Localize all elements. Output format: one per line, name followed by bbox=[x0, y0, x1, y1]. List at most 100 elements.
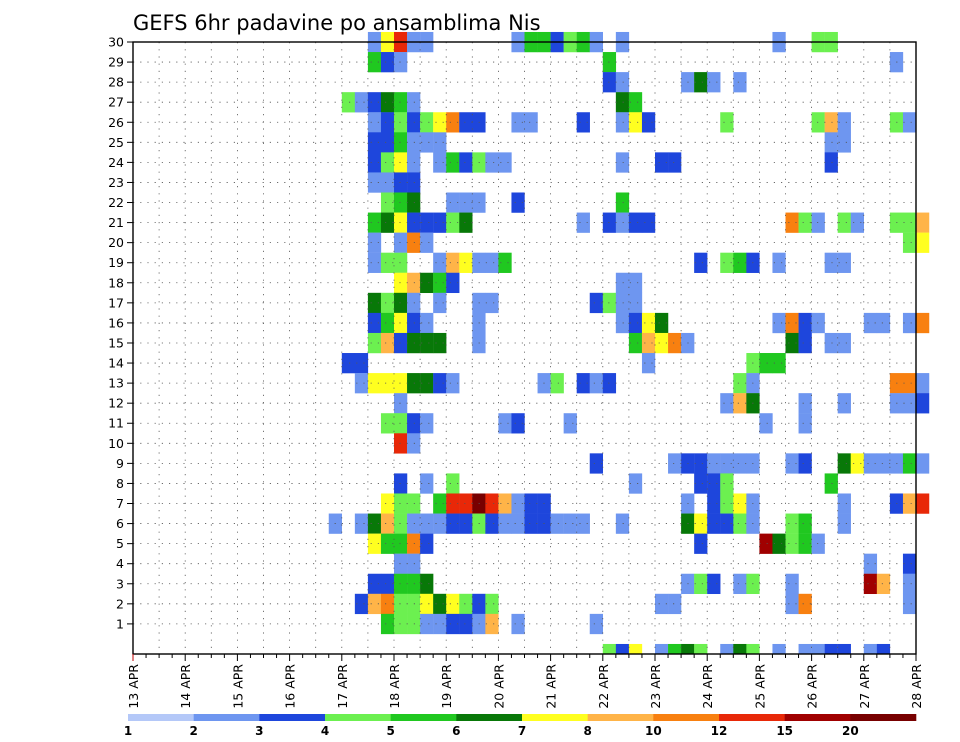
colorbar-swatch bbox=[653, 714, 720, 721]
heatmap-cell bbox=[394, 332, 408, 354]
y-tick-label: 14 bbox=[108, 356, 124, 371]
heatmap-cell bbox=[498, 252, 512, 273]
heatmap-cell bbox=[394, 553, 408, 574]
y-tick-label: 30 bbox=[108, 35, 124, 50]
colorbar-swatch bbox=[128, 714, 194, 721]
heatmap-cell bbox=[367, 332, 382, 354]
heatmap-cell bbox=[420, 332, 434, 354]
heatmap-cell bbox=[641, 312, 656, 334]
heatmap-cell bbox=[694, 72, 708, 93]
heatmap-cell bbox=[394, 132, 408, 153]
heatmap-cell bbox=[837, 643, 851, 655]
heatmap-cell bbox=[916, 232, 930, 253]
y-tick-label: 11 bbox=[108, 416, 124, 431]
heatmap-cell bbox=[367, 132, 382, 153]
heatmap-cell bbox=[798, 533, 812, 554]
heatmap-cell bbox=[837, 332, 851, 354]
heatmap-cell bbox=[902, 232, 917, 253]
heatmap-cell bbox=[550, 513, 564, 534]
heatmap-cell bbox=[876, 453, 891, 474]
heatmap-cell bbox=[498, 413, 512, 434]
heatmap-cell bbox=[380, 252, 395, 273]
heatmap-cell bbox=[589, 453, 603, 474]
heatmap-cell bbox=[367, 92, 382, 113]
heatmap-cell bbox=[459, 212, 473, 233]
heatmap-cell bbox=[902, 393, 917, 414]
heatmap-cell bbox=[785, 332, 799, 354]
heatmap-cells bbox=[328, 31, 930, 655]
heatmap-cell bbox=[433, 212, 447, 233]
heatmap-cell bbox=[916, 393, 930, 414]
colorbar-label: 15 bbox=[776, 724, 793, 738]
colorbar-label: 1 bbox=[124, 724, 132, 738]
heatmap-cell bbox=[446, 112, 460, 133]
heatmap-cell bbox=[367, 573, 382, 595]
heatmap-cell bbox=[811, 643, 825, 655]
heatmap-cell bbox=[916, 312, 930, 334]
heatmap-cell bbox=[485, 292, 499, 314]
heatmap-cell bbox=[354, 373, 369, 394]
heatmap-cell bbox=[433, 132, 447, 153]
heatmap-cell bbox=[367, 513, 382, 534]
heatmap-cell bbox=[459, 192, 473, 213]
colorbar-label: 7 bbox=[518, 724, 526, 738]
heatmap-cell bbox=[655, 593, 669, 615]
y-tick-label: 9 bbox=[116, 456, 124, 471]
heatmap-cell bbox=[394, 92, 408, 113]
heatmap-cell bbox=[811, 533, 825, 554]
heatmap-cell bbox=[394, 393, 408, 414]
heatmap-cell bbox=[380, 413, 395, 434]
heatmap-cell bbox=[720, 112, 734, 133]
heatmap-cell bbox=[380, 192, 395, 213]
heatmap-cell bbox=[615, 292, 630, 314]
heatmap-cell bbox=[485, 152, 499, 173]
heatmap-cell bbox=[602, 643, 617, 655]
colorbar-label: 3 bbox=[255, 724, 263, 738]
heatmap-cell bbox=[407, 92, 421, 113]
heatmap-cell bbox=[459, 112, 473, 133]
heatmap-cell bbox=[354, 513, 369, 534]
colorbar-swatch bbox=[587, 714, 654, 721]
heatmap-cell bbox=[576, 513, 590, 534]
x-axis: 13 APR 14 APR 15 APR 16 APR 17 APR 18 APR 19 A… bbox=[126, 654, 924, 709]
heatmap-cell bbox=[446, 272, 460, 294]
y-tick-label: 24 bbox=[108, 155, 124, 170]
heatmap-cell bbox=[485, 513, 499, 534]
chart-title: GEFS 6hr padavine po ansamblima Nis bbox=[133, 11, 541, 35]
heatmap-cell bbox=[394, 473, 408, 494]
heatmap-cell bbox=[707, 473, 721, 494]
heatmap-cell bbox=[824, 132, 838, 153]
heatmap-cell bbox=[446, 373, 460, 394]
y-tick-label: 23 bbox=[108, 175, 124, 190]
heatmap-cell bbox=[407, 272, 421, 294]
grid-lines bbox=[133, 41, 916, 654]
heatmap-cell bbox=[420, 413, 434, 434]
heatmap-cell bbox=[511, 613, 525, 635]
heatmap-cell bbox=[459, 152, 473, 173]
heatmap-cell bbox=[720, 493, 734, 514]
heatmap-cell bbox=[863, 312, 878, 334]
heatmap-cell bbox=[420, 212, 434, 233]
heatmap-cell bbox=[367, 112, 382, 133]
heatmap-cell bbox=[394, 52, 408, 73]
colorbar-label: 6 bbox=[452, 724, 460, 738]
colorbar-swatch bbox=[193, 714, 260, 721]
heatmap-cell bbox=[485, 593, 499, 615]
x-tick-label: 21 APR bbox=[544, 664, 559, 709]
heatmap-cell bbox=[628, 272, 643, 294]
heatmap-cell bbox=[602, 292, 617, 314]
heatmap-cell bbox=[380, 373, 395, 394]
heatmap-cell bbox=[446, 212, 460, 233]
y-tick-label: 20 bbox=[108, 235, 124, 250]
heatmap-cell bbox=[785, 593, 799, 615]
heatmap-cell bbox=[615, 72, 630, 93]
heatmap-cell bbox=[394, 192, 408, 213]
x-tick-label: 25 APR bbox=[752, 664, 767, 709]
heatmap-cell bbox=[759, 413, 773, 434]
heatmap-cell bbox=[798, 332, 812, 354]
heatmap-cell bbox=[824, 332, 838, 354]
heatmap-cell bbox=[707, 493, 721, 514]
heatmap-cell bbox=[407, 513, 421, 534]
x-tick-label: 28 APR bbox=[909, 664, 924, 709]
heatmap-cell bbox=[380, 52, 395, 73]
